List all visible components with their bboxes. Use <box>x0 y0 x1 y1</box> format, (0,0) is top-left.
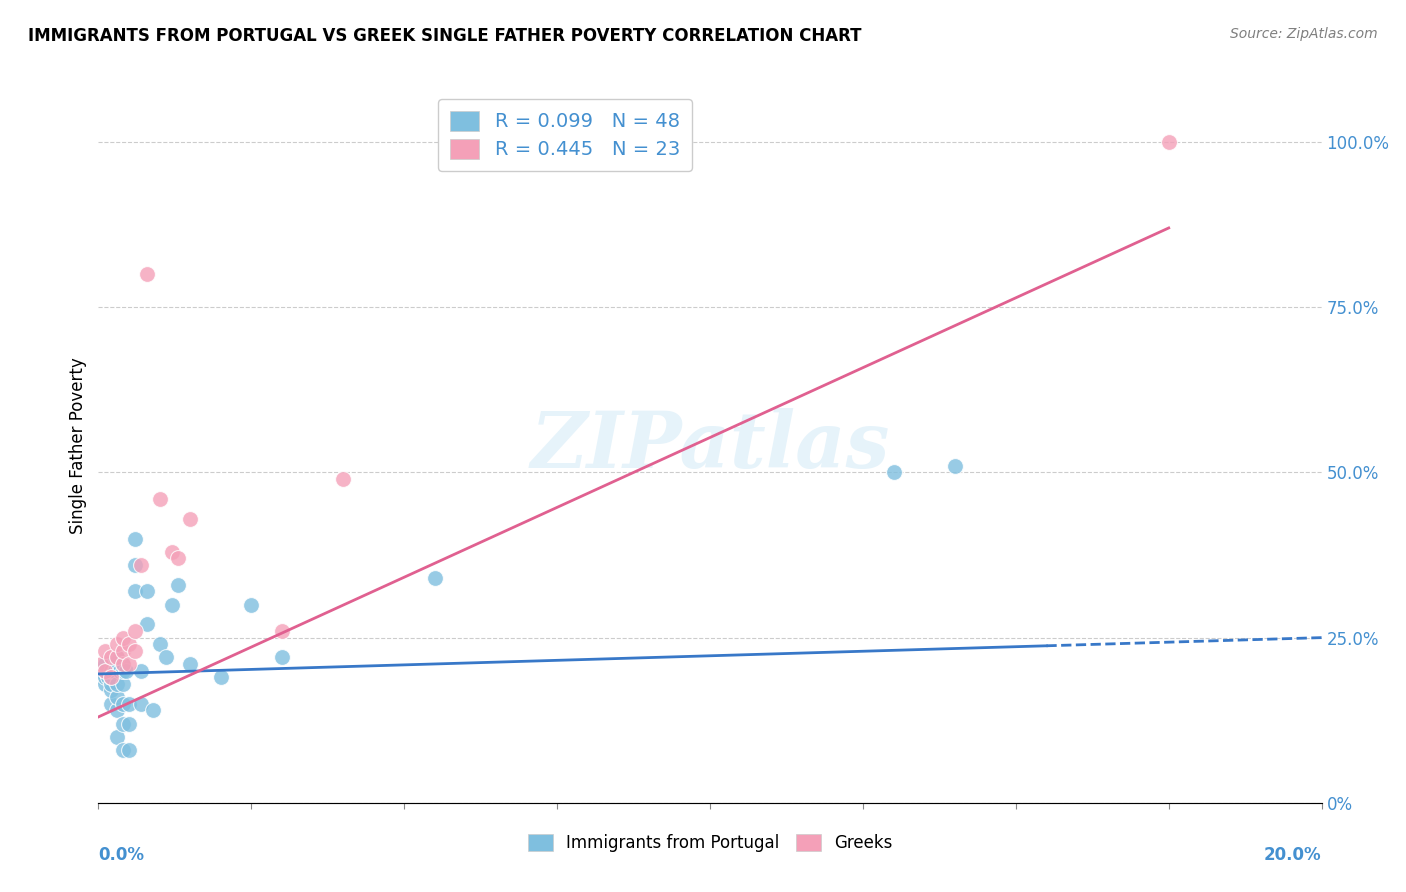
Point <box>1157 135 1180 149</box>
Point <box>124 558 146 572</box>
Point <box>111 697 134 711</box>
Point <box>108 664 131 678</box>
Point <box>93 677 115 691</box>
Point <box>167 551 190 566</box>
Point <box>129 558 152 572</box>
Point <box>105 677 128 691</box>
Point <box>97 670 120 684</box>
Point <box>167 578 190 592</box>
Point <box>105 690 128 704</box>
Point <box>105 657 128 671</box>
Point <box>149 637 172 651</box>
Y-axis label: Single Father Poverty: Single Father Poverty <box>69 358 87 534</box>
Point <box>111 657 134 671</box>
Text: ZIPatlas: ZIPatlas <box>530 408 890 484</box>
Point <box>111 657 134 671</box>
Point <box>111 677 134 691</box>
Point <box>124 532 146 546</box>
Point <box>179 657 201 671</box>
Point <box>118 716 141 731</box>
Point <box>93 670 115 684</box>
Point <box>136 617 159 632</box>
Point <box>124 624 146 638</box>
Point <box>160 545 183 559</box>
Point <box>93 657 115 671</box>
Point <box>100 664 122 678</box>
Point <box>423 571 446 585</box>
Point <box>270 624 292 638</box>
Point <box>93 664 115 678</box>
Point <box>90 670 112 684</box>
Point <box>155 650 177 665</box>
Point <box>124 644 146 658</box>
Text: Source: ZipAtlas.com: Source: ZipAtlas.com <box>1230 27 1378 41</box>
Point <box>124 584 146 599</box>
Point <box>100 677 122 691</box>
Text: IMMIGRANTS FROM PORTUGAL VS GREEK SINGLE FATHER POVERTY CORRELATION CHART: IMMIGRANTS FROM PORTUGAL VS GREEK SINGLE… <box>28 27 862 45</box>
Point <box>179 511 201 525</box>
Point <box>93 664 115 678</box>
Point <box>160 598 183 612</box>
Point <box>105 637 128 651</box>
Point <box>332 472 354 486</box>
Point <box>100 683 122 698</box>
Point <box>136 584 159 599</box>
Point <box>100 670 122 684</box>
Text: 20.0%: 20.0% <box>1264 846 1322 863</box>
Point <box>100 670 122 684</box>
Point <box>100 697 122 711</box>
Point <box>240 598 263 612</box>
Point <box>118 657 141 671</box>
Point <box>129 664 152 678</box>
Point <box>93 644 115 658</box>
Point <box>111 644 134 658</box>
Point <box>103 664 125 678</box>
Point <box>111 631 134 645</box>
Point <box>111 743 134 757</box>
Point <box>118 697 141 711</box>
Point <box>270 650 292 665</box>
Point <box>90 657 112 671</box>
Point <box>105 703 128 717</box>
Point <box>118 743 141 757</box>
Point <box>129 697 152 711</box>
Point <box>105 650 128 665</box>
Point <box>136 267 159 281</box>
Point <box>883 466 905 480</box>
Legend: Immigrants from Portugal, Greeks: Immigrants from Portugal, Greeks <box>520 827 900 859</box>
Point <box>105 650 128 665</box>
Point <box>142 703 165 717</box>
Point <box>100 650 122 665</box>
Point <box>118 637 141 651</box>
Point <box>149 491 172 506</box>
Point <box>943 458 966 473</box>
Point <box>111 664 134 678</box>
Text: 0.0%: 0.0% <box>98 846 145 863</box>
Point <box>111 716 134 731</box>
Point <box>115 664 138 678</box>
Point <box>209 670 232 684</box>
Point <box>105 730 128 744</box>
